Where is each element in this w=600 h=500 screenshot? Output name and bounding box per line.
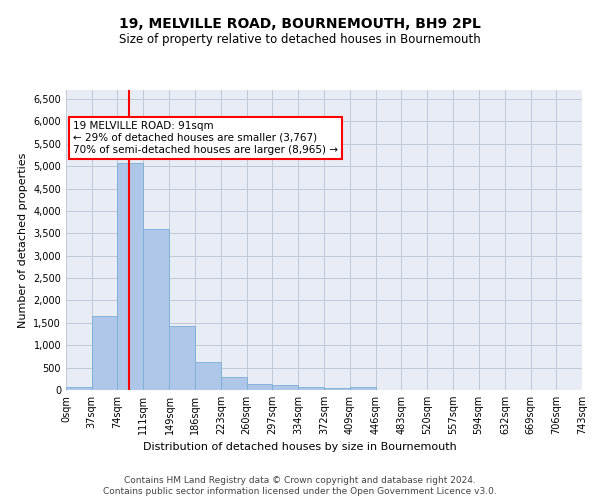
Bar [247, 384, 272, 390]
Bar [325, 388, 350, 390]
Text: 19 MELVILLE ROAD: 91sqm
← 29% of detached houses are smaller (3,767)
70% of semi: 19 MELVILLE ROAD: 91sqm ← 29% of detache… [73, 122, 338, 154]
Bar [272, 385, 298, 390]
Bar [169, 326, 195, 390]
Bar [118, 163, 143, 390]
Bar [92, 316, 118, 390]
Bar [350, 386, 376, 390]
Text: 19, MELVILLE ROAD, BOURNEMOUTH, BH9 2PL: 19, MELVILLE ROAD, BOURNEMOUTH, BH9 2PL [119, 18, 481, 32]
Text: Contains HM Land Registry data © Crown copyright and database right 2024.: Contains HM Land Registry data © Crown c… [124, 476, 476, 485]
Text: Distribution of detached houses by size in Bournemouth: Distribution of detached houses by size … [143, 442, 457, 452]
Text: Size of property relative to detached houses in Bournemouth: Size of property relative to detached ho… [119, 32, 481, 46]
Y-axis label: Number of detached properties: Number of detached properties [18, 152, 28, 328]
Text: Contains public sector information licensed under the Open Government Licence v3: Contains public sector information licen… [103, 488, 497, 496]
Bar [298, 386, 325, 390]
Bar [66, 386, 92, 390]
Bar [143, 229, 169, 390]
Bar [195, 362, 221, 390]
Bar [221, 376, 247, 390]
